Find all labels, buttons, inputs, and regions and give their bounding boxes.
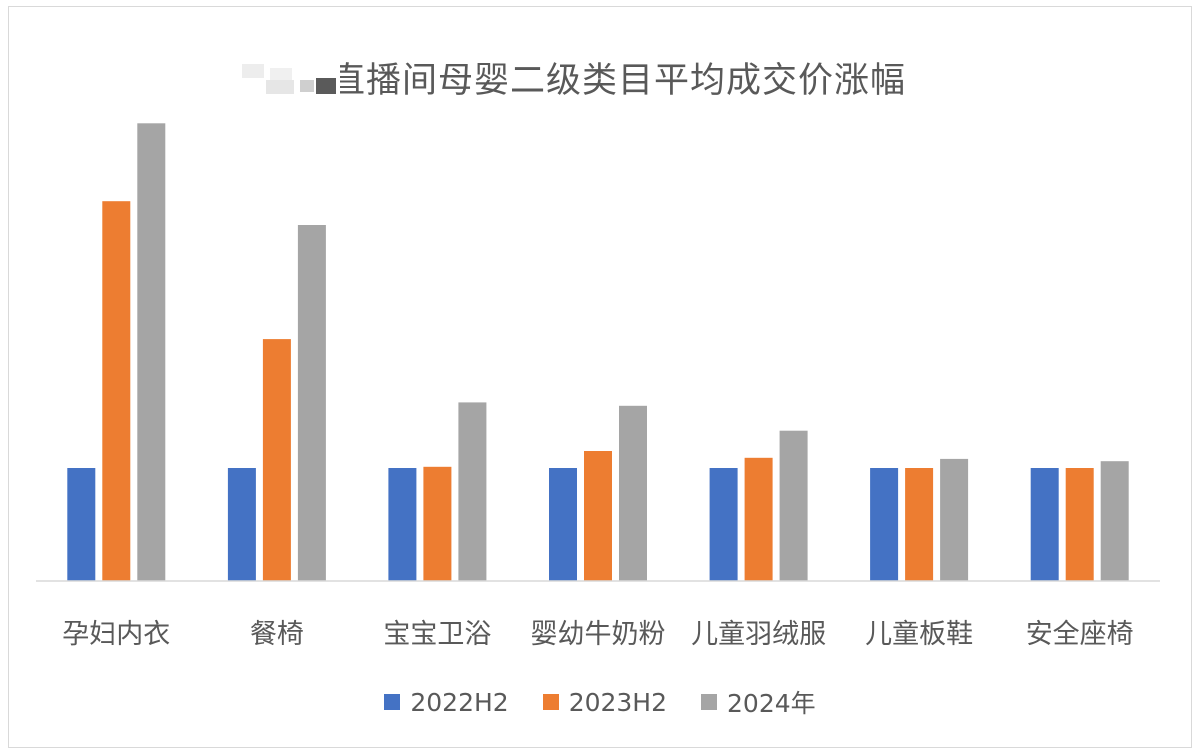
legend-label-2024: 2024年 — [727, 689, 816, 718]
legend-swatch-2022h2 — [384, 694, 401, 710]
bar-2024年-宝宝卫浴 — [458, 402, 487, 581]
legend-swatch-2024 — [701, 694, 718, 710]
bar-2023H2-宝宝卫浴 — [423, 466, 452, 581]
category-label: 餐椅 — [250, 619, 304, 650]
category-label: 宝宝卫浴 — [383, 619, 491, 650]
category-label: 安全座椅 — [1026, 619, 1134, 650]
bar-2024年-儿童板鞋 — [940, 458, 969, 581]
category-label: 孕妇内衣 — [62, 619, 170, 650]
chart-frame — [8, 6, 1192, 748]
bar-2022H2-婴幼牛奶粉 — [549, 468, 577, 581]
bar-2024年-婴幼牛奶粉 — [619, 405, 647, 581]
category-label: 婴幼牛奶粉 — [531, 619, 666, 650]
legend-swatch-2023h2 — [542, 694, 559, 710]
bar-2024年-儿童羽绒服 — [779, 430, 808, 581]
category-label: 儿童羽绒服 — [691, 619, 826, 650]
bar-2023H2-孕妇内衣 — [102, 201, 131, 581]
bar-2022H2-儿童羽绒服 — [709, 468, 738, 581]
bar-2023H2-婴幼牛奶粉 — [584, 451, 612, 581]
legend-item-2023h2: 2023H2 — [542, 684, 668, 720]
category-labels-group: 孕妇内衣 餐椅 宝宝卫浴 婴幼牛奶粉 儿童羽绒服 儿童板鞋 安全座椅 — [62, 619, 1133, 650]
legend-label-2022h2: 2022H2 — [410, 687, 509, 717]
legend: 2022H2 2023H2 2024年 — [0, 684, 1200, 720]
legend-label-2023h2: 2023H2 — [568, 687, 668, 717]
bar-2023H2-儿童羽绒服 — [744, 457, 773, 581]
bar-2022H2-安全座椅 — [1030, 468, 1059, 581]
legend-item-2024: 2024年 — [701, 684, 816, 720]
chart-title: 椅直播间母婴二级类目平均成交价涨幅 — [293, 61, 906, 101]
bar-2022H2-孕妇内衣 — [67, 468, 96, 581]
bar-2024年-孕妇内衣 — [137, 123, 166, 582]
bar-2023H2-儿童板鞋 — [905, 468, 934, 581]
bars-group — [67, 123, 1129, 582]
category-label: 儿童板鞋 — [865, 619, 973, 650]
bar-2024年-餐椅 — [297, 225, 326, 581]
bar-2023H2-安全座椅 — [1065, 468, 1094, 581]
bar-2022H2-儿童板鞋 — [870, 468, 899, 581]
legend-item-2022h2: 2022H2 — [384, 684, 509, 720]
bar-2023H2-餐椅 — [262, 339, 291, 581]
bar-2022H2-宝宝卫浴 — [388, 468, 417, 581]
bar-2024年-安全座椅 — [1100, 461, 1129, 581]
bar-2022H2-餐椅 — [227, 468, 256, 581]
title-redaction-mask — [236, 58, 340, 98]
